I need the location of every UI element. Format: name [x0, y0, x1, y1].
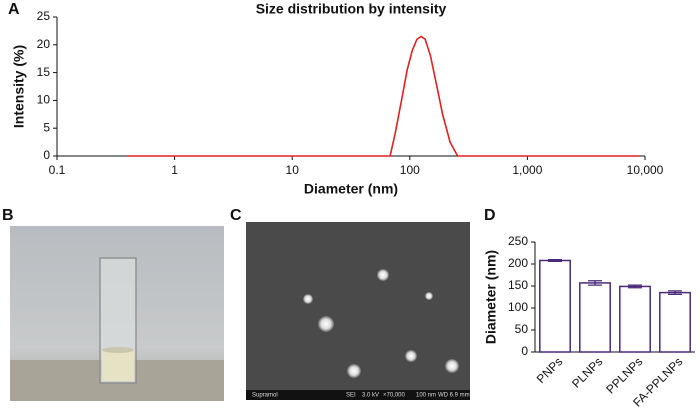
bar [659, 291, 691, 353]
sem-caption: SEI [346, 393, 356, 399]
sem-caption: WD 6.9 mm [438, 393, 470, 399]
y-tick-label: 250 [508, 234, 528, 248]
bar [579, 282, 611, 353]
panel-label: D [484, 207, 496, 224]
y-tick-label: 5 [43, 120, 50, 134]
y-tick-label: 100 [508, 300, 528, 314]
y-tick-label: 0 [521, 344, 528, 358]
x-tick-label: 0.1 [49, 163, 66, 177]
y-tick-label: 150 [508, 278, 528, 292]
x-tick-label: PLNPs [569, 354, 605, 390]
panel-label: A [8, 1, 20, 18]
sem-caption: Supramol [252, 393, 278, 399]
x-tick-label: 1,000 [512, 163, 542, 177]
x-tick-label: 10,000 [627, 163, 664, 177]
cuvette-photo [10, 226, 224, 401]
sem-caption: ×70,000 [383, 393, 406, 399]
sem-caption: 3.0 kV [362, 393, 379, 399]
data-line [127, 35, 640, 157]
chart-title: Size distribution by intensity [256, 1, 447, 17]
sem-caption: 100 nm [416, 393, 436, 399]
y-tick-label: 15 [37, 65, 51, 79]
y-tick-label: 25 [37, 9, 51, 23]
y-tick-label: 20 [37, 37, 51, 51]
y-axis-label: Intensity (%) [11, 45, 27, 128]
y-tick-label: 0 [43, 148, 50, 162]
y-tick-label: 10 [37, 93, 51, 107]
error-bar [548, 258, 562, 263]
x-tick-label: 1 [171, 163, 178, 177]
x-axis-label: Diameter (nm) [304, 181, 398, 197]
sem-image: Supramol SEI 3.0 kV ×70,000 100 nm WD 6.… [246, 222, 470, 400]
bar [539, 259, 571, 353]
x-tick-label: PNPs [534, 354, 566, 386]
panel-label: B [2, 207, 14, 224]
x-tick-label: 10 [286, 163, 300, 177]
y-tick-label: 200 [508, 256, 528, 270]
error-bar [628, 284, 642, 289]
y-axis-label: Diameter (nm) [483, 250, 499, 344]
bar [619, 285, 651, 353]
y-tick-label: 50 [515, 322, 529, 336]
error-bar [588, 280, 602, 286]
error-bar [668, 290, 682, 296]
panel-label: C [230, 207, 242, 224]
x-tick-label: 100 [400, 163, 420, 177]
